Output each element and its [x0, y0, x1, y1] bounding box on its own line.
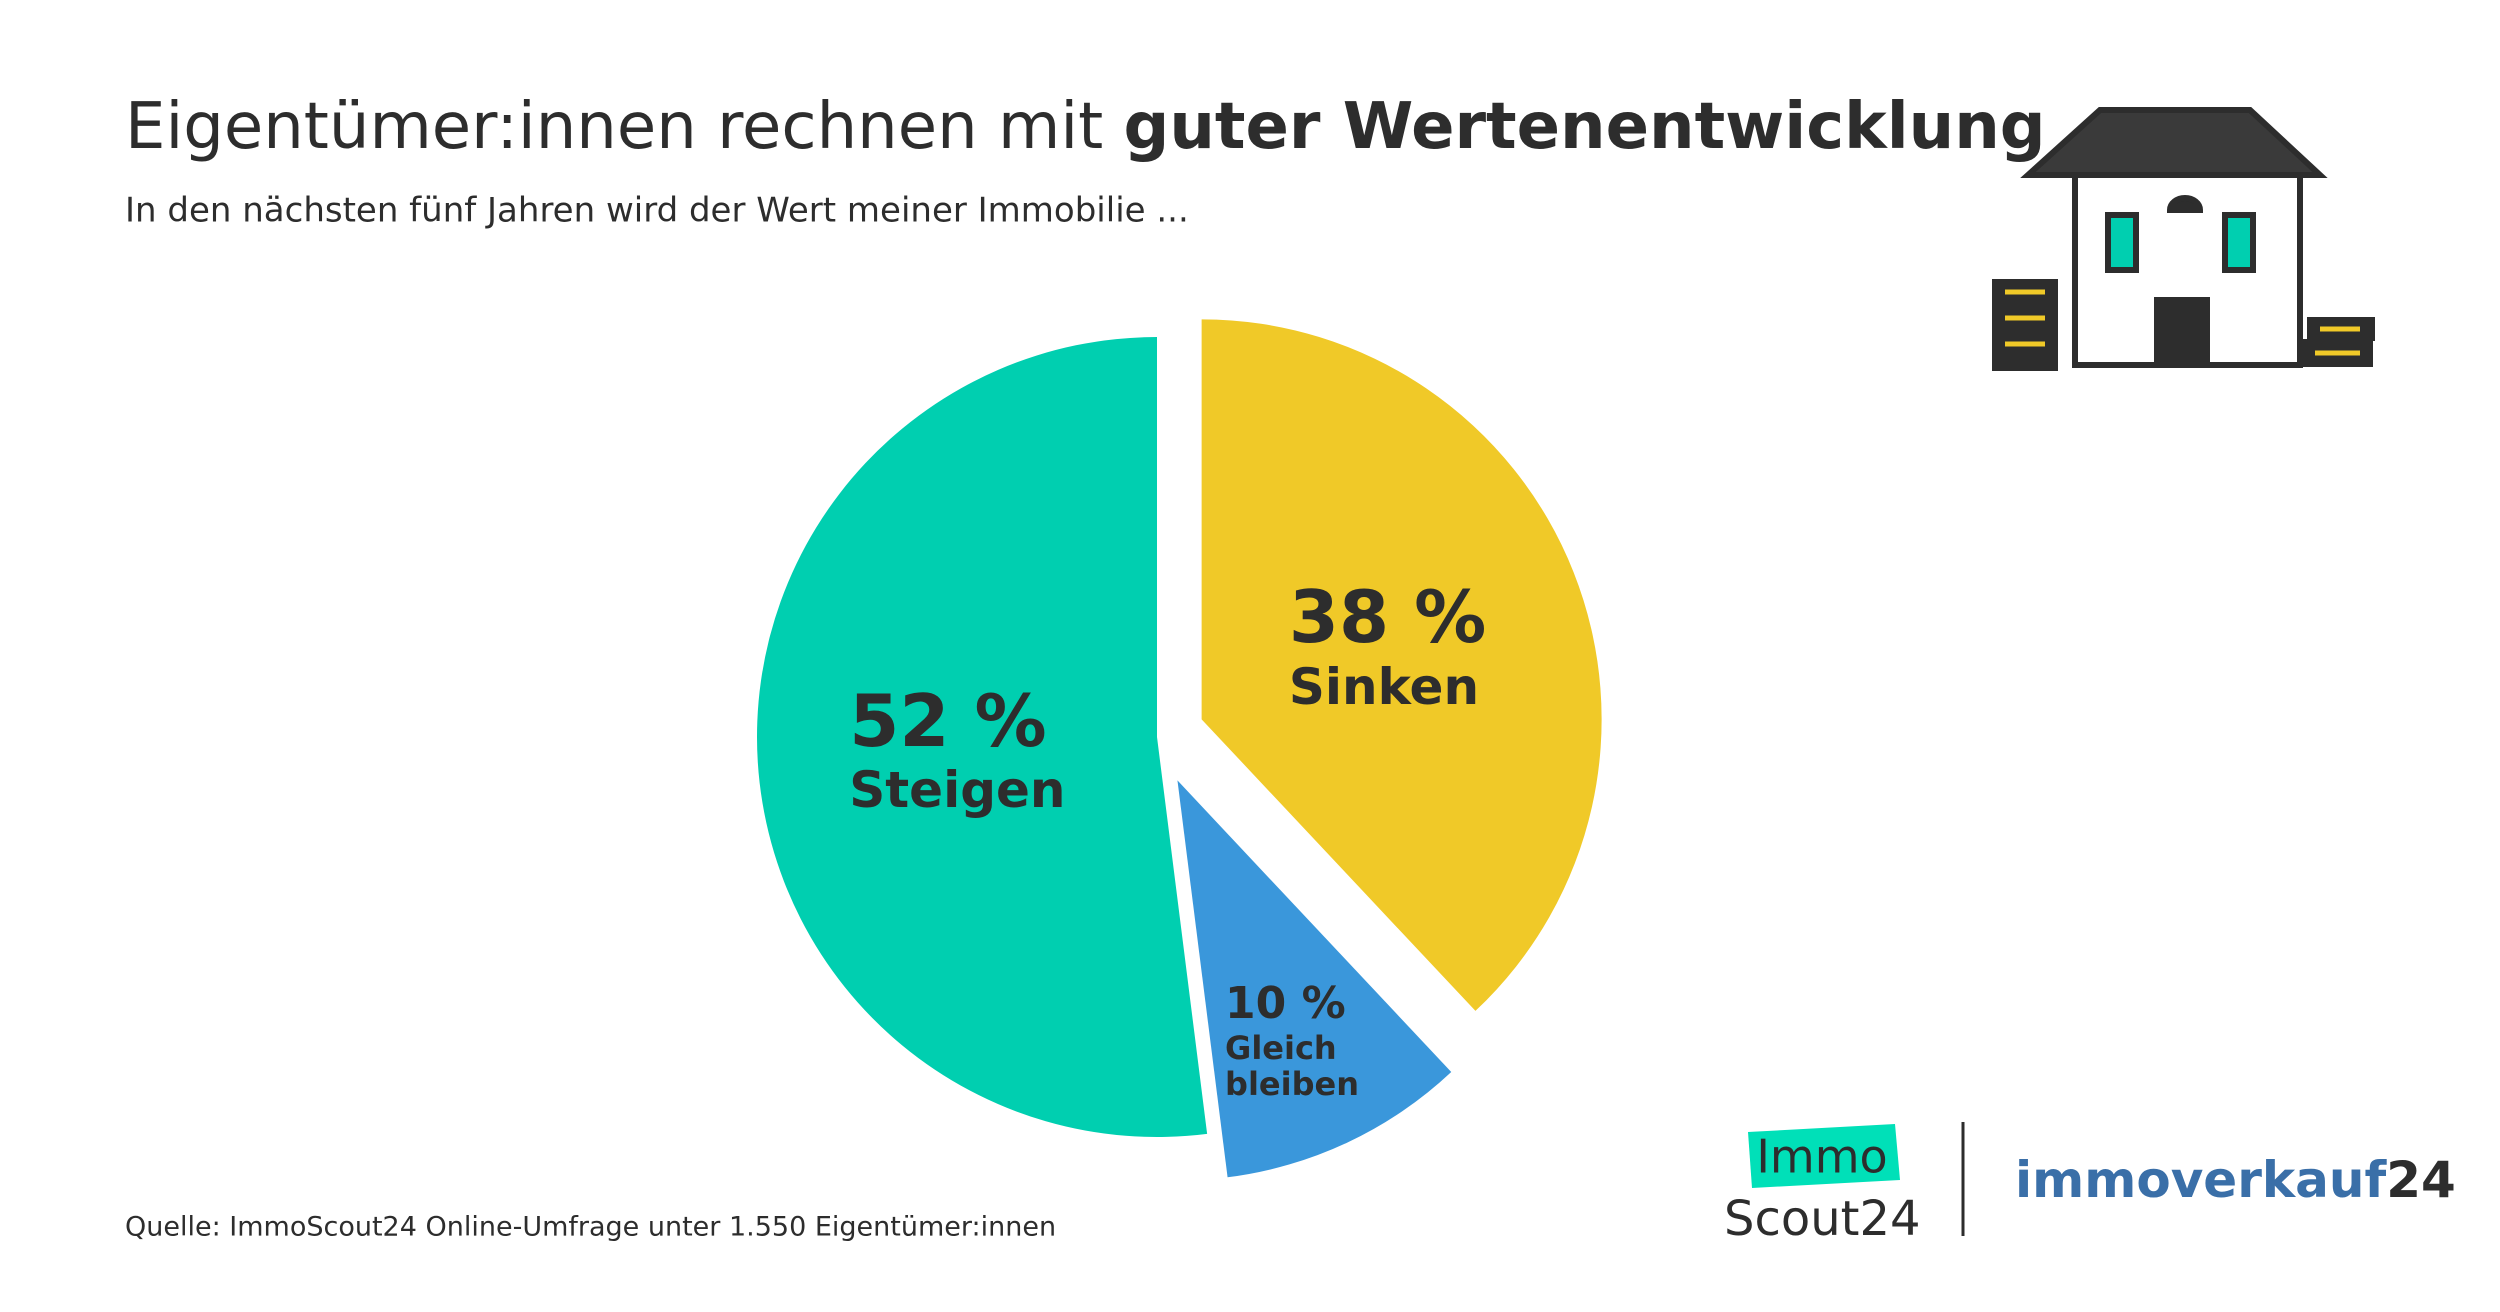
slice-label: 10 % Gleich bleiben	[1225, 977, 1375, 1104]
pie-slice	[1177, 780, 1452, 1178]
slice-name: Gleich bleiben	[1225, 1028, 1359, 1104]
slice-value: 52 %	[849, 678, 1047, 763]
slice-label: 38 % Sinken	[1288, 574, 1487, 716]
slice-value: 10 %	[1225, 977, 1346, 1029]
chart-title: Eigentümer:innen rechnen mit guter Werte…	[125, 90, 2046, 164]
slice-name: Steigen	[849, 761, 1066, 820]
logo-badge	[1748, 1124, 1900, 1188]
title-text: Eigentümer:innen rechnen mit	[125, 90, 1103, 164]
logo-scout: Scout24	[1724, 1191, 1921, 1247]
slice-value: 38 %	[1288, 574, 1487, 659]
pie-slice	[756, 337, 1208, 1137]
logo-immoverkauf: immoverkauf24	[2015, 1151, 2456, 1209]
slice-label: 52 % Steigen	[849, 679, 1065, 819]
source-note: Quelle: ImmoScout24 Online-Umfrage unter…	[125, 1212, 1056, 1243]
logo-immo: Immo	[1756, 1130, 1887, 1184]
house-icon	[1992, 107, 2375, 371]
slice-name: Sinken	[1288, 657, 1480, 716]
pie-slice	[1201, 319, 1602, 1011]
logo-immoverkauf-word: immoverkauf	[2015, 1151, 2387, 1209]
chart-subtitle: In den nächsten fünf Jahren wird der Wer…	[125, 191, 1189, 231]
logo-immoverkauf-num: 24	[2386, 1151, 2456, 1209]
title-emphasis: guter Wertenentwicklung	[1124, 90, 2046, 164]
